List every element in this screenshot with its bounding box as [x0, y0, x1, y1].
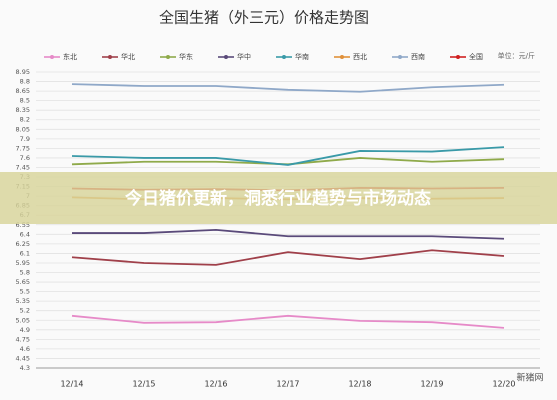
- legend-marker: [398, 55, 402, 59]
- legend-label: 华南: [295, 52, 309, 61]
- y-tick-label: 5.65: [16, 278, 30, 286]
- y-tick-label: 5.8: [20, 269, 30, 277]
- watermark: 新猪网: [516, 372, 543, 384]
- legend-label: 西北: [353, 53, 367, 61]
- banner-text: 今日猪价更新，洞悉行业趋势与市场动态: [125, 188, 431, 209]
- series-line: [71, 146, 505, 166]
- x-tick-label: 12/14: [60, 380, 83, 389]
- y-tick-label: 6.1: [20, 249, 30, 257]
- y-tick-label: 7.9: [20, 135, 30, 143]
- y-tick-label: 4.6: [20, 345, 30, 353]
- legend-marker: [456, 55, 460, 59]
- y-tick-label: 8.05: [16, 125, 30, 133]
- y-tick-label: 7.75: [16, 144, 30, 152]
- legend-label: 东北: [63, 52, 77, 61]
- legend-marker: [282, 55, 286, 59]
- y-tick-label: 8.65: [16, 87, 30, 95]
- y-tick-label: 4.75: [16, 335, 30, 343]
- y-tick-label: 4.3: [20, 364, 30, 372]
- y-tick-label: 8.35: [16, 106, 30, 114]
- legend-marker: [166, 55, 170, 59]
- x-tick-label: 12/15: [132, 380, 155, 389]
- y-tick-label: 6.25: [16, 240, 30, 248]
- y-tick-label: 5.95: [16, 259, 30, 267]
- x-tick-label: 12/16: [204, 380, 227, 389]
- y-tick-label: 4.9: [20, 326, 30, 334]
- y-tick-label: 6.4: [20, 230, 30, 238]
- y-tick-label: 5.05: [16, 316, 30, 324]
- series-line: [71, 314, 505, 329]
- x-tick-label: 12/17: [276, 380, 299, 389]
- x-tick-label: 12/20: [492, 380, 515, 389]
- y-tick-label: 8.95: [16, 68, 30, 76]
- legend-marker: [340, 55, 344, 59]
- x-tick-label: 12/18: [348, 380, 371, 389]
- y-tick-label: 5.5: [20, 288, 30, 296]
- y-tick-label: 7.6: [20, 154, 30, 162]
- y-tick-label: 5.2: [20, 307, 30, 315]
- legend-label: 华中: [237, 52, 251, 61]
- y-tick-label: 8.2: [20, 116, 30, 124]
- legend-label: 华北: [121, 52, 135, 61]
- legend-marker: [224, 55, 228, 59]
- legend-label: 全国: [469, 52, 483, 61]
- chart-title: 全国生猪（外三元）价格走势图: [159, 9, 369, 27]
- y-tick-label: 4.45: [16, 354, 30, 362]
- y-tick-label: 5.35: [16, 297, 30, 305]
- legend-marker: [50, 55, 54, 59]
- series-line: [71, 83, 505, 93]
- x-tick-label: 12/19: [420, 380, 443, 389]
- legend-label: 西南: [411, 52, 425, 61]
- series-line: [72, 228, 505, 240]
- y-tick-label: 7.45: [16, 163, 30, 171]
- y-tick-label: 8.5: [20, 97, 30, 105]
- y-tick-label: 8.8: [20, 78, 30, 86]
- legend-label: 华东: [179, 52, 193, 61]
- banner-bg: [0, 172, 557, 224]
- legend-marker: [108, 55, 112, 59]
- series-line: [71, 249, 505, 266]
- y-tick-label: 6.55: [16, 221, 30, 229]
- unit-label: 单位：元/斤: [498, 51, 535, 60]
